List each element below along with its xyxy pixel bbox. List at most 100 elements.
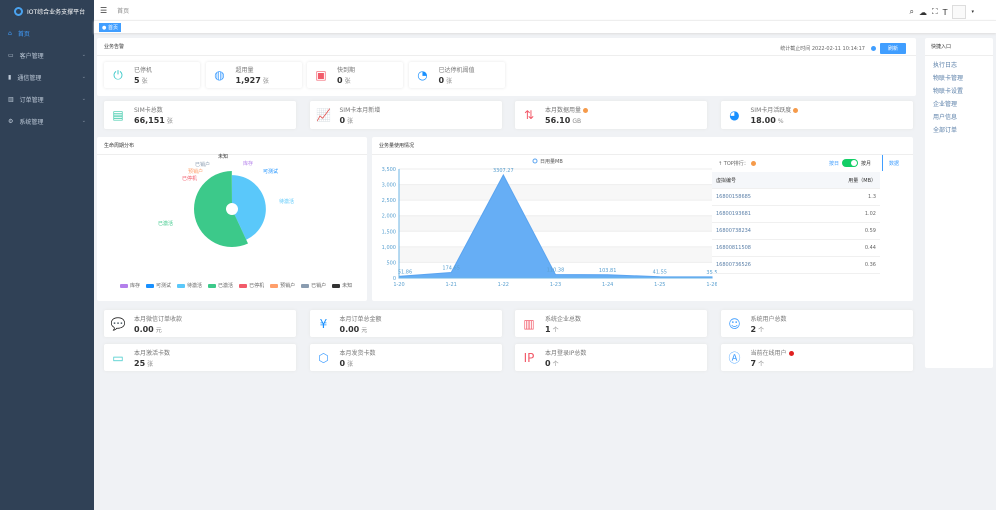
legend-item[interactable]: 已停机: [239, 282, 264, 289]
summary-card[interactable]: ▥ 系统企业总数 1 个: [515, 310, 707, 337]
virtual-number[interactable]: 16800811508: [716, 245, 751, 251]
legend-swatch: [239, 283, 248, 288]
sidebar-item-1[interactable]: ▭ 客户管理 ⌄: [0, 44, 94, 66]
summary-card[interactable]: ¥ 本月订单总金额 0.00 元: [309, 310, 502, 337]
activity-pie-icon: ◕: [729, 108, 740, 122]
legend-item[interactable]: 预销户: [270, 282, 295, 289]
caret-down-icon[interactable]: ▾: [971, 9, 974, 15]
legend-item[interactable]: 库存: [120, 282, 140, 289]
y-tick-label: 3,500: [382, 167, 396, 173]
virtual-number[interactable]: 16800193681: [716, 211, 751, 217]
table-row[interactable]: 16800193681 1.02: [712, 206, 880, 223]
quick-link[interactable]: 企业管理: [933, 101, 958, 108]
table-row[interactable]: 16800736526 0.36: [712, 257, 880, 274]
pie-slice[interactable]: [232, 175, 266, 240]
legend-item[interactable]: 可测试: [146, 282, 171, 289]
usage-value: 0.59: [864, 228, 876, 234]
table-row[interactable]: 16800811508 0.44: [712, 240, 880, 257]
refresh-button[interactable]: 刷新: [879, 43, 906, 54]
legend-swatch: [332, 283, 341, 288]
quick-link[interactable]: 物联卡设置: [933, 88, 964, 95]
by-month-label[interactable]: 按月: [861, 160, 872, 167]
stat-label: 系统用户总数: [750, 315, 787, 323]
sidebar-item-3[interactable]: ▥ 订单管理 ⌄: [0, 88, 94, 110]
alert-item[interactable]: ⏻ 已停机 5 张: [104, 62, 200, 88]
y-tick-label: 3,000: [382, 183, 396, 189]
tags-view: ● 首页: [94, 20, 996, 33]
toggle-knob: [851, 160, 858, 166]
stat-card[interactable]: 📈 SIM卡本月新增 0 张: [309, 101, 502, 129]
sidebar-item-4[interactable]: ⚙ 系统管理 ⌄: [0, 110, 94, 132]
app-logo[interactable]: IOT综合业务支撑平台: [0, 0, 94, 22]
threshold-icon: ◔: [417, 68, 428, 82]
by-day-label[interactable]: 按日: [829, 160, 840, 167]
hamburger-icon[interactable]: ☰: [100, 5, 108, 15]
alert-item[interactable]: ◍ 超用量 1,927 张: [205, 62, 302, 88]
virtual-number[interactable]: 16800158685: [716, 194, 751, 200]
legend-label[interactable]: 日用量MB: [540, 158, 563, 165]
x-tick-label: 1-25: [654, 282, 665, 288]
stat-card[interactable]: ◕ SIM卡月活跃度 18.00%: [720, 101, 913, 129]
alert-item[interactable]: ▣ 快到期 0 张: [307, 62, 403, 88]
sidebar-item-2[interactable]: ▮ 通信管理 ⌄: [0, 66, 94, 88]
usage-value: 1.3: [868, 194, 876, 200]
stat-label: 已停机: [134, 67, 153, 74]
tab-data[interactable]: 数据: [882, 155, 899, 171]
summary-card[interactable]: ⬡ 本月发货卡数 0 张: [309, 344, 502, 371]
fullscreen-icon[interactable]: ⛶: [931, 7, 938, 16]
quick-links: 执行日志物联卡管理物联卡设置企业管理用户信息全部订单: [925, 60, 993, 134]
sidebar-item-0[interactable]: ⌂ 首页: [0, 22, 94, 44]
stat-label: 当前在线用户: [750, 349, 787, 357]
legend-item[interactable]: 已销户: [301, 282, 326, 289]
alert-item[interactable]: ◔ 已达停机阈值 0 张: [408, 62, 505, 88]
font-size-icon[interactable]: T: [942, 7, 948, 17]
legend-item[interactable]: 未知: [332, 282, 352, 289]
y-tick-label: 0: [393, 276, 396, 282]
virtual-number[interactable]: 16800738234: [716, 228, 751, 234]
cloud-icon[interactable]: ☁: [918, 7, 927, 17]
top-title: ↑ TOP排行：: [718, 160, 756, 167]
stat-unit: 个: [552, 326, 559, 334]
data-usage-icon: ⇅: [523, 108, 535, 122]
pie-label: 已停机: [182, 175, 197, 182]
tag-label: 首页: [107, 25, 118, 31]
x-tick-label: 1-23: [550, 282, 561, 288]
quick-link[interactable]: 物联卡管理: [933, 75, 964, 82]
table-row[interactable]: 16800158685 1.3: [712, 189, 880, 206]
stat-label: 本月数据用量: [545, 107, 582, 114]
summary-card[interactable]: 💬 本月微信订单收款 0.00 元: [104, 310, 296, 337]
stat-card[interactable]: ▤ SIM卡总数 66,151 张: [104, 101, 296, 129]
summary-card[interactable]: IP 本月登录IP总数 0 个: [515, 344, 707, 371]
wechat-icon: 💬: [110, 316, 126, 331]
table-row[interactable]: 16800738234 0.59: [712, 223, 880, 240]
legend-item[interactable]: 待激活: [177, 282, 202, 289]
day-month-toggle[interactable]: [842, 159, 859, 167]
quick-link[interactable]: 用户信息: [933, 114, 958, 121]
data-label: 41.55: [653, 270, 667, 276]
summary-card[interactable]: ☺ 系统用户总数 2 个: [720, 310, 913, 337]
stat-value: 18.00: [750, 116, 776, 125]
user-check-icon: ☺: [728, 316, 741, 331]
breadcrumb[interactable]: 首页: [117, 7, 130, 15]
summary-card[interactable]: ▭ 本月激活卡数 25 张: [104, 344, 296, 371]
tag-home[interactable]: ● 首页: [99, 23, 121, 32]
summary-card[interactable]: Ⓐ 当前在线用户 7 个: [720, 344, 913, 371]
stat-card[interactable]: ⇅ 本月数据用量 56.10 GB: [515, 101, 707, 129]
stat-label: 超用量: [235, 67, 254, 74]
alert-title: 业务告警: [97, 38, 916, 56]
stat-unit: 个: [758, 360, 765, 368]
search-icon[interactable]: ⌕: [909, 7, 914, 16]
pie-title: 生命周期分布: [97, 137, 367, 155]
legend-item[interactable]: 已激活: [208, 282, 233, 289]
usage-value: 0.36: [864, 262, 876, 268]
virtual-number[interactable]: 16800736526: [716, 262, 751, 268]
legend-label: 预销户: [280, 283, 296, 289]
stat-label: 系统企业总数: [545, 315, 582, 323]
pie-slice[interactable]: [194, 171, 248, 247]
quick-link[interactable]: 执行日志: [933, 62, 958, 69]
y-tick-label: 2,000: [382, 214, 396, 220]
quick-link[interactable]: 全部订单: [933, 127, 958, 134]
area-series[interactable]: [398, 173, 713, 279]
pie-label: 库存: [243, 160, 253, 167]
avatar[interactable]: [952, 5, 967, 19]
